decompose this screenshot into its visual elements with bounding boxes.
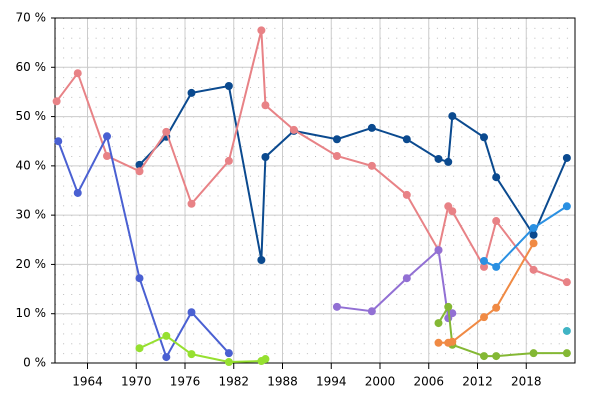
y-tick-label: 60 % (16, 60, 47, 74)
point (187, 350, 196, 359)
point (529, 239, 538, 248)
y-tick-label: 10 % (16, 306, 47, 320)
point (480, 352, 488, 361)
y-tick-label: 20 % (16, 257, 47, 271)
y-tick-label: 0 % (23, 356, 46, 370)
point (492, 352, 501, 361)
point (367, 307, 376, 316)
point (224, 358, 233, 367)
point (480, 133, 488, 142)
point (261, 152, 270, 161)
x-tick-label: 2012 (462, 375, 493, 389)
point (529, 349, 538, 358)
x-tick-label: 2000 (365, 375, 396, 389)
point (480, 313, 488, 322)
point (480, 256, 488, 265)
point (224, 82, 233, 91)
point (54, 137, 63, 146)
point (261, 355, 270, 364)
series-line (55, 30, 568, 284)
y-tick-label: 40 % (16, 158, 47, 172)
point (444, 157, 453, 166)
point (224, 156, 233, 165)
x-tick-label: 1982 (218, 375, 249, 389)
point (434, 319, 443, 328)
point (448, 337, 457, 346)
point (103, 132, 111, 141)
plot-frame (54, 17, 576, 364)
x-tick-label: 1988 (267, 375, 298, 389)
point (434, 338, 443, 347)
point (135, 344, 144, 353)
point (187, 308, 196, 317)
point (332, 302, 341, 311)
point (529, 223, 538, 232)
point (367, 161, 376, 170)
point (187, 199, 196, 208)
point (529, 230, 538, 239)
point (562, 326, 571, 335)
x-tick-label: 1976 (170, 375, 201, 389)
y-tick-label: 70 % (16, 11, 47, 25)
point (492, 262, 501, 271)
point (448, 309, 457, 318)
point (224, 349, 233, 358)
point (492, 173, 501, 182)
point (257, 255, 266, 264)
point (492, 217, 501, 226)
point (480, 262, 488, 271)
point (529, 265, 538, 274)
point (448, 207, 457, 216)
point (73, 69, 82, 78)
x-tick-label: 1970 (121, 375, 152, 389)
point (434, 154, 443, 163)
point (448, 112, 457, 121)
point (187, 88, 196, 97)
point (73, 188, 82, 197)
point (135, 167, 144, 176)
point (402, 274, 411, 283)
x-tick-label: 1994 (316, 375, 347, 389)
point (332, 135, 341, 144)
series-line (483, 205, 568, 269)
point (135, 274, 144, 283)
point (261, 101, 270, 110)
point (562, 202, 571, 211)
point (402, 135, 411, 144)
y-tick-label: 30 % (16, 208, 47, 222)
point (444, 302, 453, 311)
point (367, 123, 376, 132)
point (562, 153, 571, 162)
point (289, 125, 298, 134)
x-tick-label: 2018 (511, 375, 542, 389)
point (52, 97, 61, 106)
point (562, 349, 571, 358)
point (162, 353, 171, 362)
point (162, 127, 171, 136)
point (162, 331, 171, 340)
x-tick-label: 2006 (413, 375, 444, 389)
point (103, 152, 111, 160)
x-tick-label: 1964 (72, 375, 103, 389)
point (332, 152, 341, 160)
minor-grid (55, 18, 575, 363)
point (402, 190, 411, 199)
point (562, 278, 571, 287)
point (257, 26, 266, 35)
y-tick-label: 50 % (16, 109, 47, 123)
point (434, 246, 443, 255)
point (492, 303, 501, 312)
